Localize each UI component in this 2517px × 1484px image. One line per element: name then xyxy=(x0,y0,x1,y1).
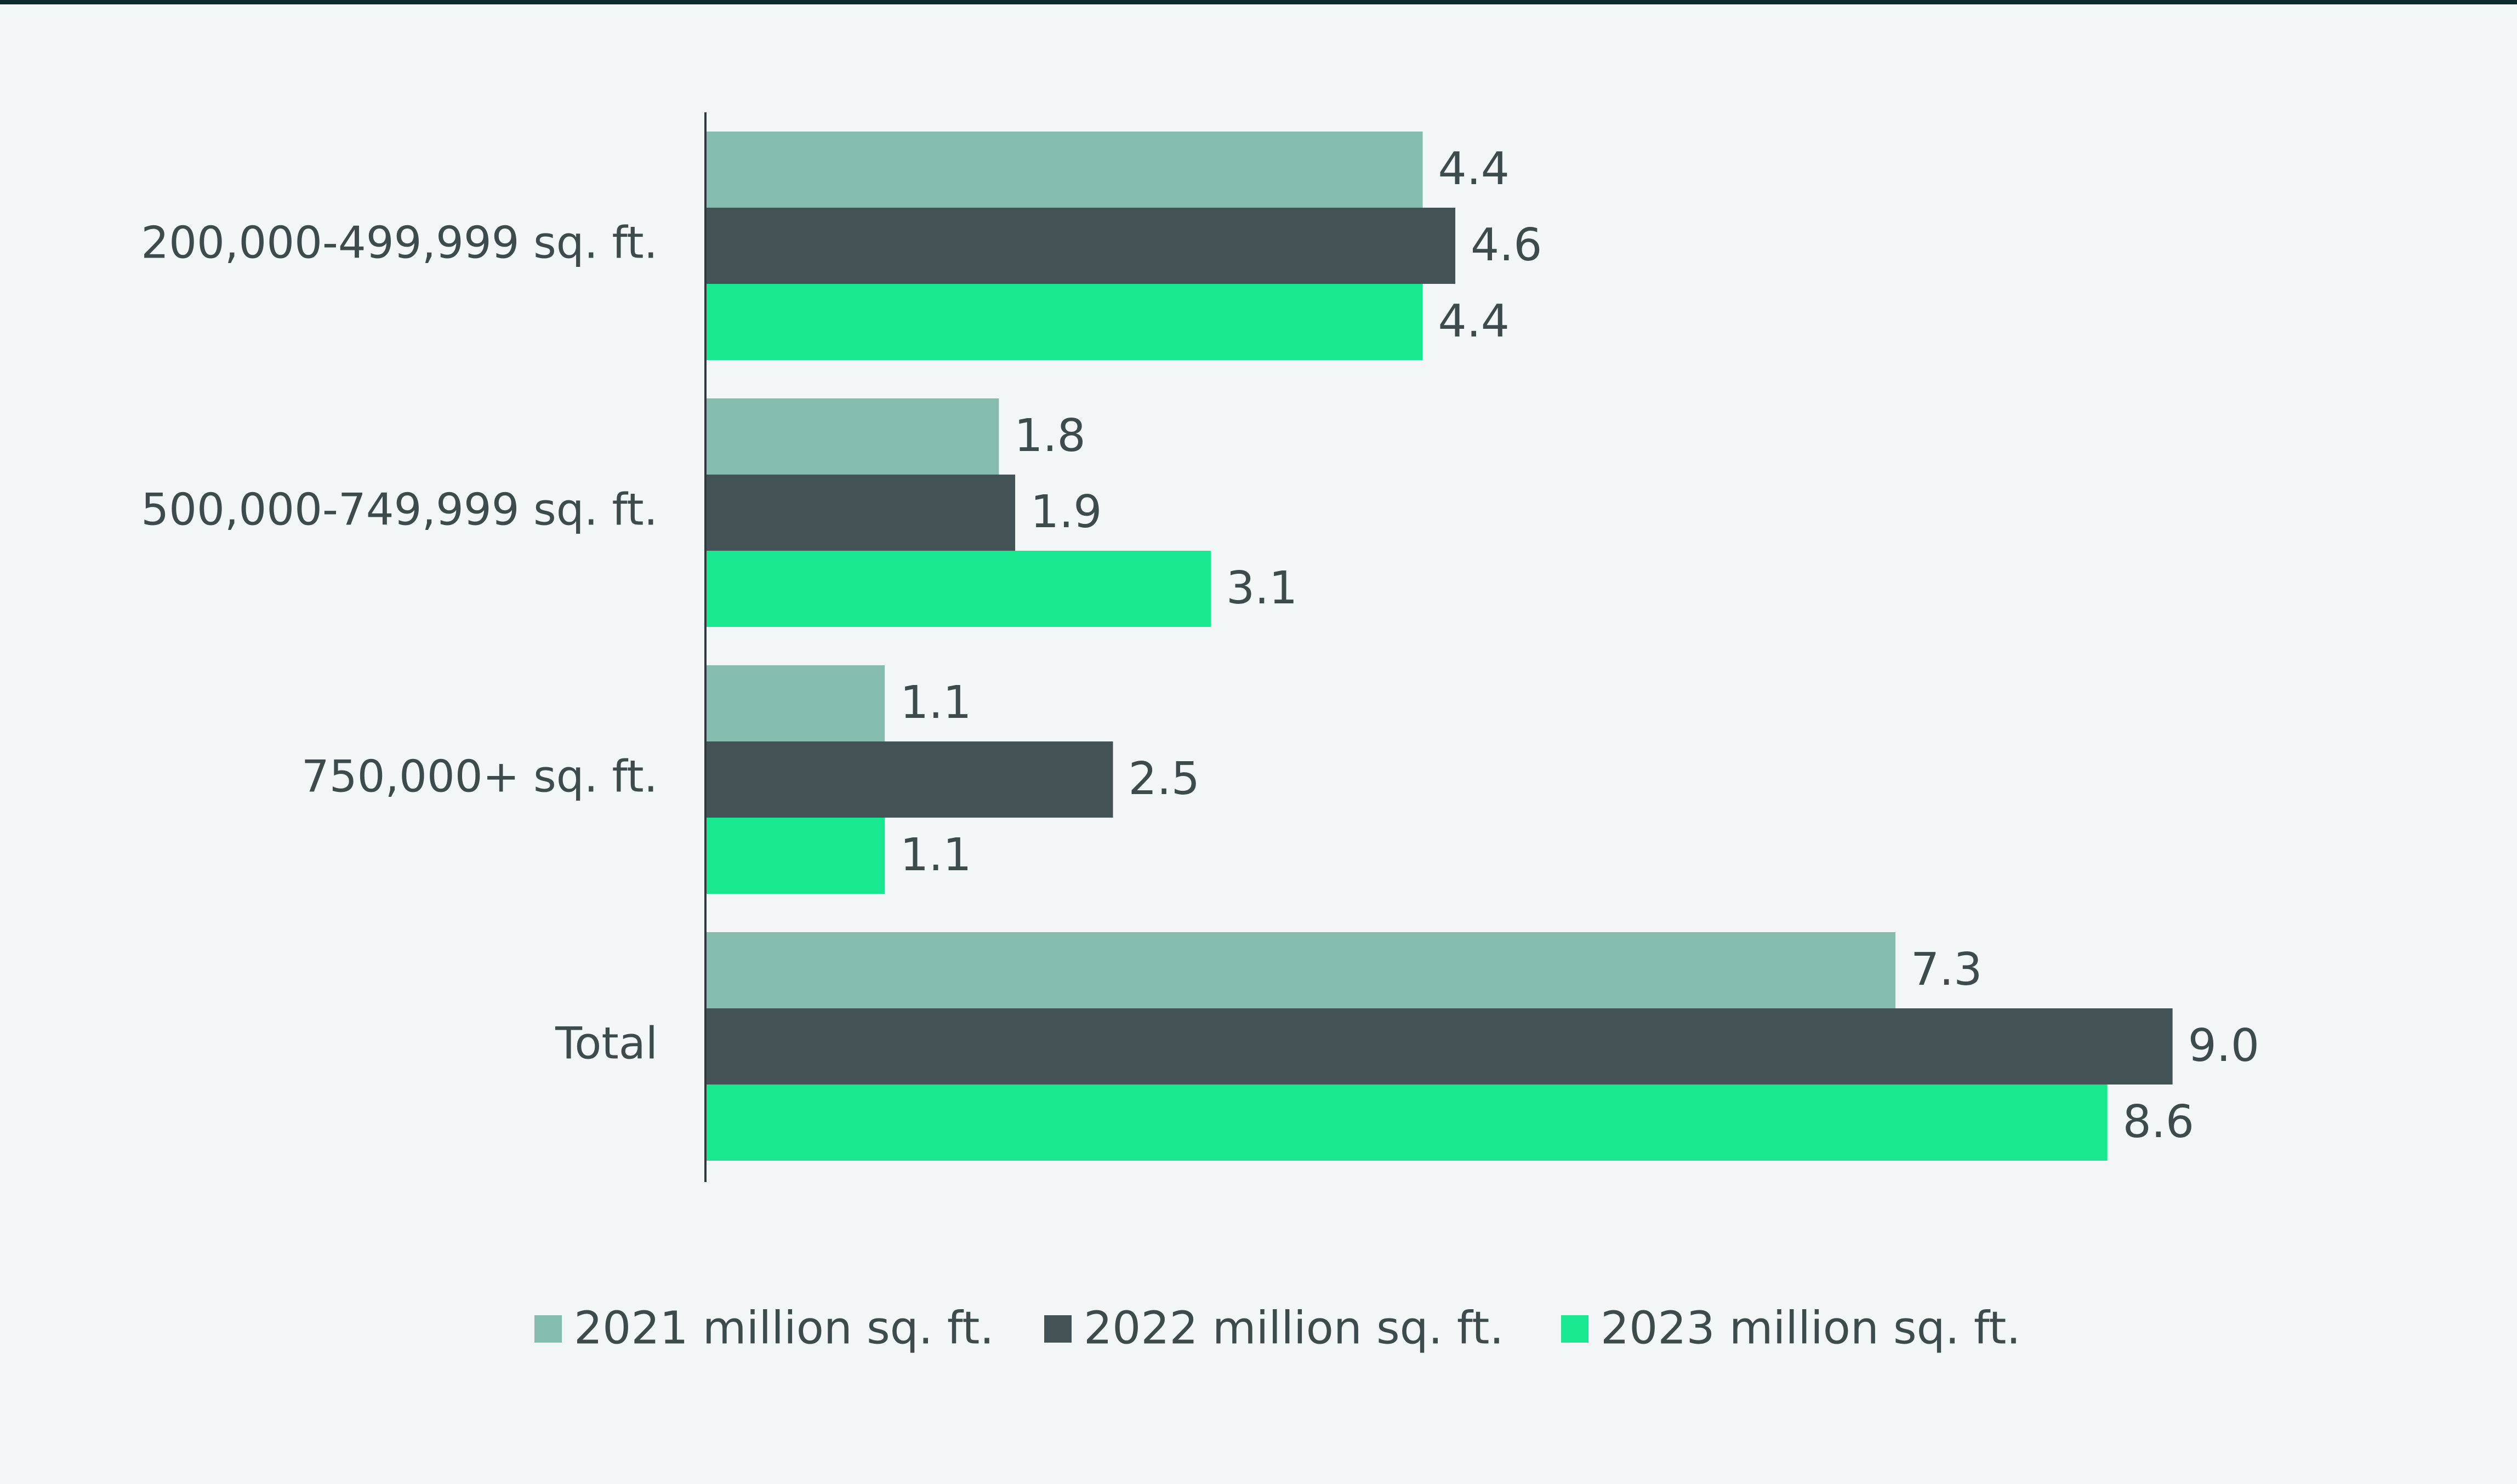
data-label: 3.1 xyxy=(1226,562,1297,614)
data-label: 2.5 xyxy=(1129,753,1200,805)
data-label: 4.6 xyxy=(1471,219,1542,271)
legend-label: 2022 million sq. ft. xyxy=(1084,1302,1504,1354)
labels-layer: 200,000-499,999 sq. ft. 4.4 4.6 4.4 500,000-… xyxy=(141,143,2259,1148)
bar-2021-1 xyxy=(705,398,999,475)
legend-item-2022: 2022 million sq. ft. xyxy=(1044,1302,1504,1354)
data-label: 7.3 xyxy=(1911,944,1982,996)
data-label: 1.1 xyxy=(900,677,971,729)
legend: 2021 million sq. ft. 2022 million sq. ft.… xyxy=(534,1302,2021,1354)
category-label: 200,000-499,999 sq. ft. xyxy=(141,217,658,268)
data-label: 1.1 xyxy=(900,829,971,881)
legend-swatch xyxy=(1044,1315,1072,1343)
bars-layer xyxy=(705,132,2173,1161)
category-label: Total xyxy=(555,1018,658,1069)
top-rule xyxy=(0,0,2517,4)
category-label: 500,000-749,999 sq. ft. xyxy=(141,484,658,535)
legend-item-2023: 2023 million sq. ft. xyxy=(1561,1302,2021,1354)
category-label: 750,000+ sq. ft. xyxy=(301,751,658,802)
data-label: 4.4 xyxy=(1438,143,1510,195)
legend-label: 2023 million sq. ft. xyxy=(1601,1302,2021,1354)
data-label: 9.0 xyxy=(2188,1020,2259,1072)
bar-2022-0 xyxy=(705,208,1456,284)
data-label: 8.6 xyxy=(2123,1096,2194,1148)
bar-2021-2 xyxy=(705,665,885,741)
legend-swatch xyxy=(1561,1315,1588,1343)
legend-item-2021: 2021 million sq. ft. xyxy=(534,1302,994,1354)
bar-2023-1 xyxy=(705,551,1211,627)
data-label: 4.4 xyxy=(1438,295,1510,347)
legend-label: 2021 million sq. ft. xyxy=(574,1302,994,1354)
bar-2021-0 xyxy=(705,132,1423,208)
data-label: 1.9 xyxy=(1030,486,1102,538)
bar-2022-2 xyxy=(705,741,1113,818)
bar-2023-3 xyxy=(705,1085,2108,1161)
bar-2022-1 xyxy=(705,475,1016,551)
bar-2021-3 xyxy=(705,932,1896,1008)
bar-2022-3 xyxy=(705,1008,2173,1085)
data-label: 1.8 xyxy=(1014,410,1085,462)
bar-2023-0 xyxy=(705,284,1423,360)
bar-2023-2 xyxy=(705,818,885,894)
legend-swatch xyxy=(534,1315,562,1343)
